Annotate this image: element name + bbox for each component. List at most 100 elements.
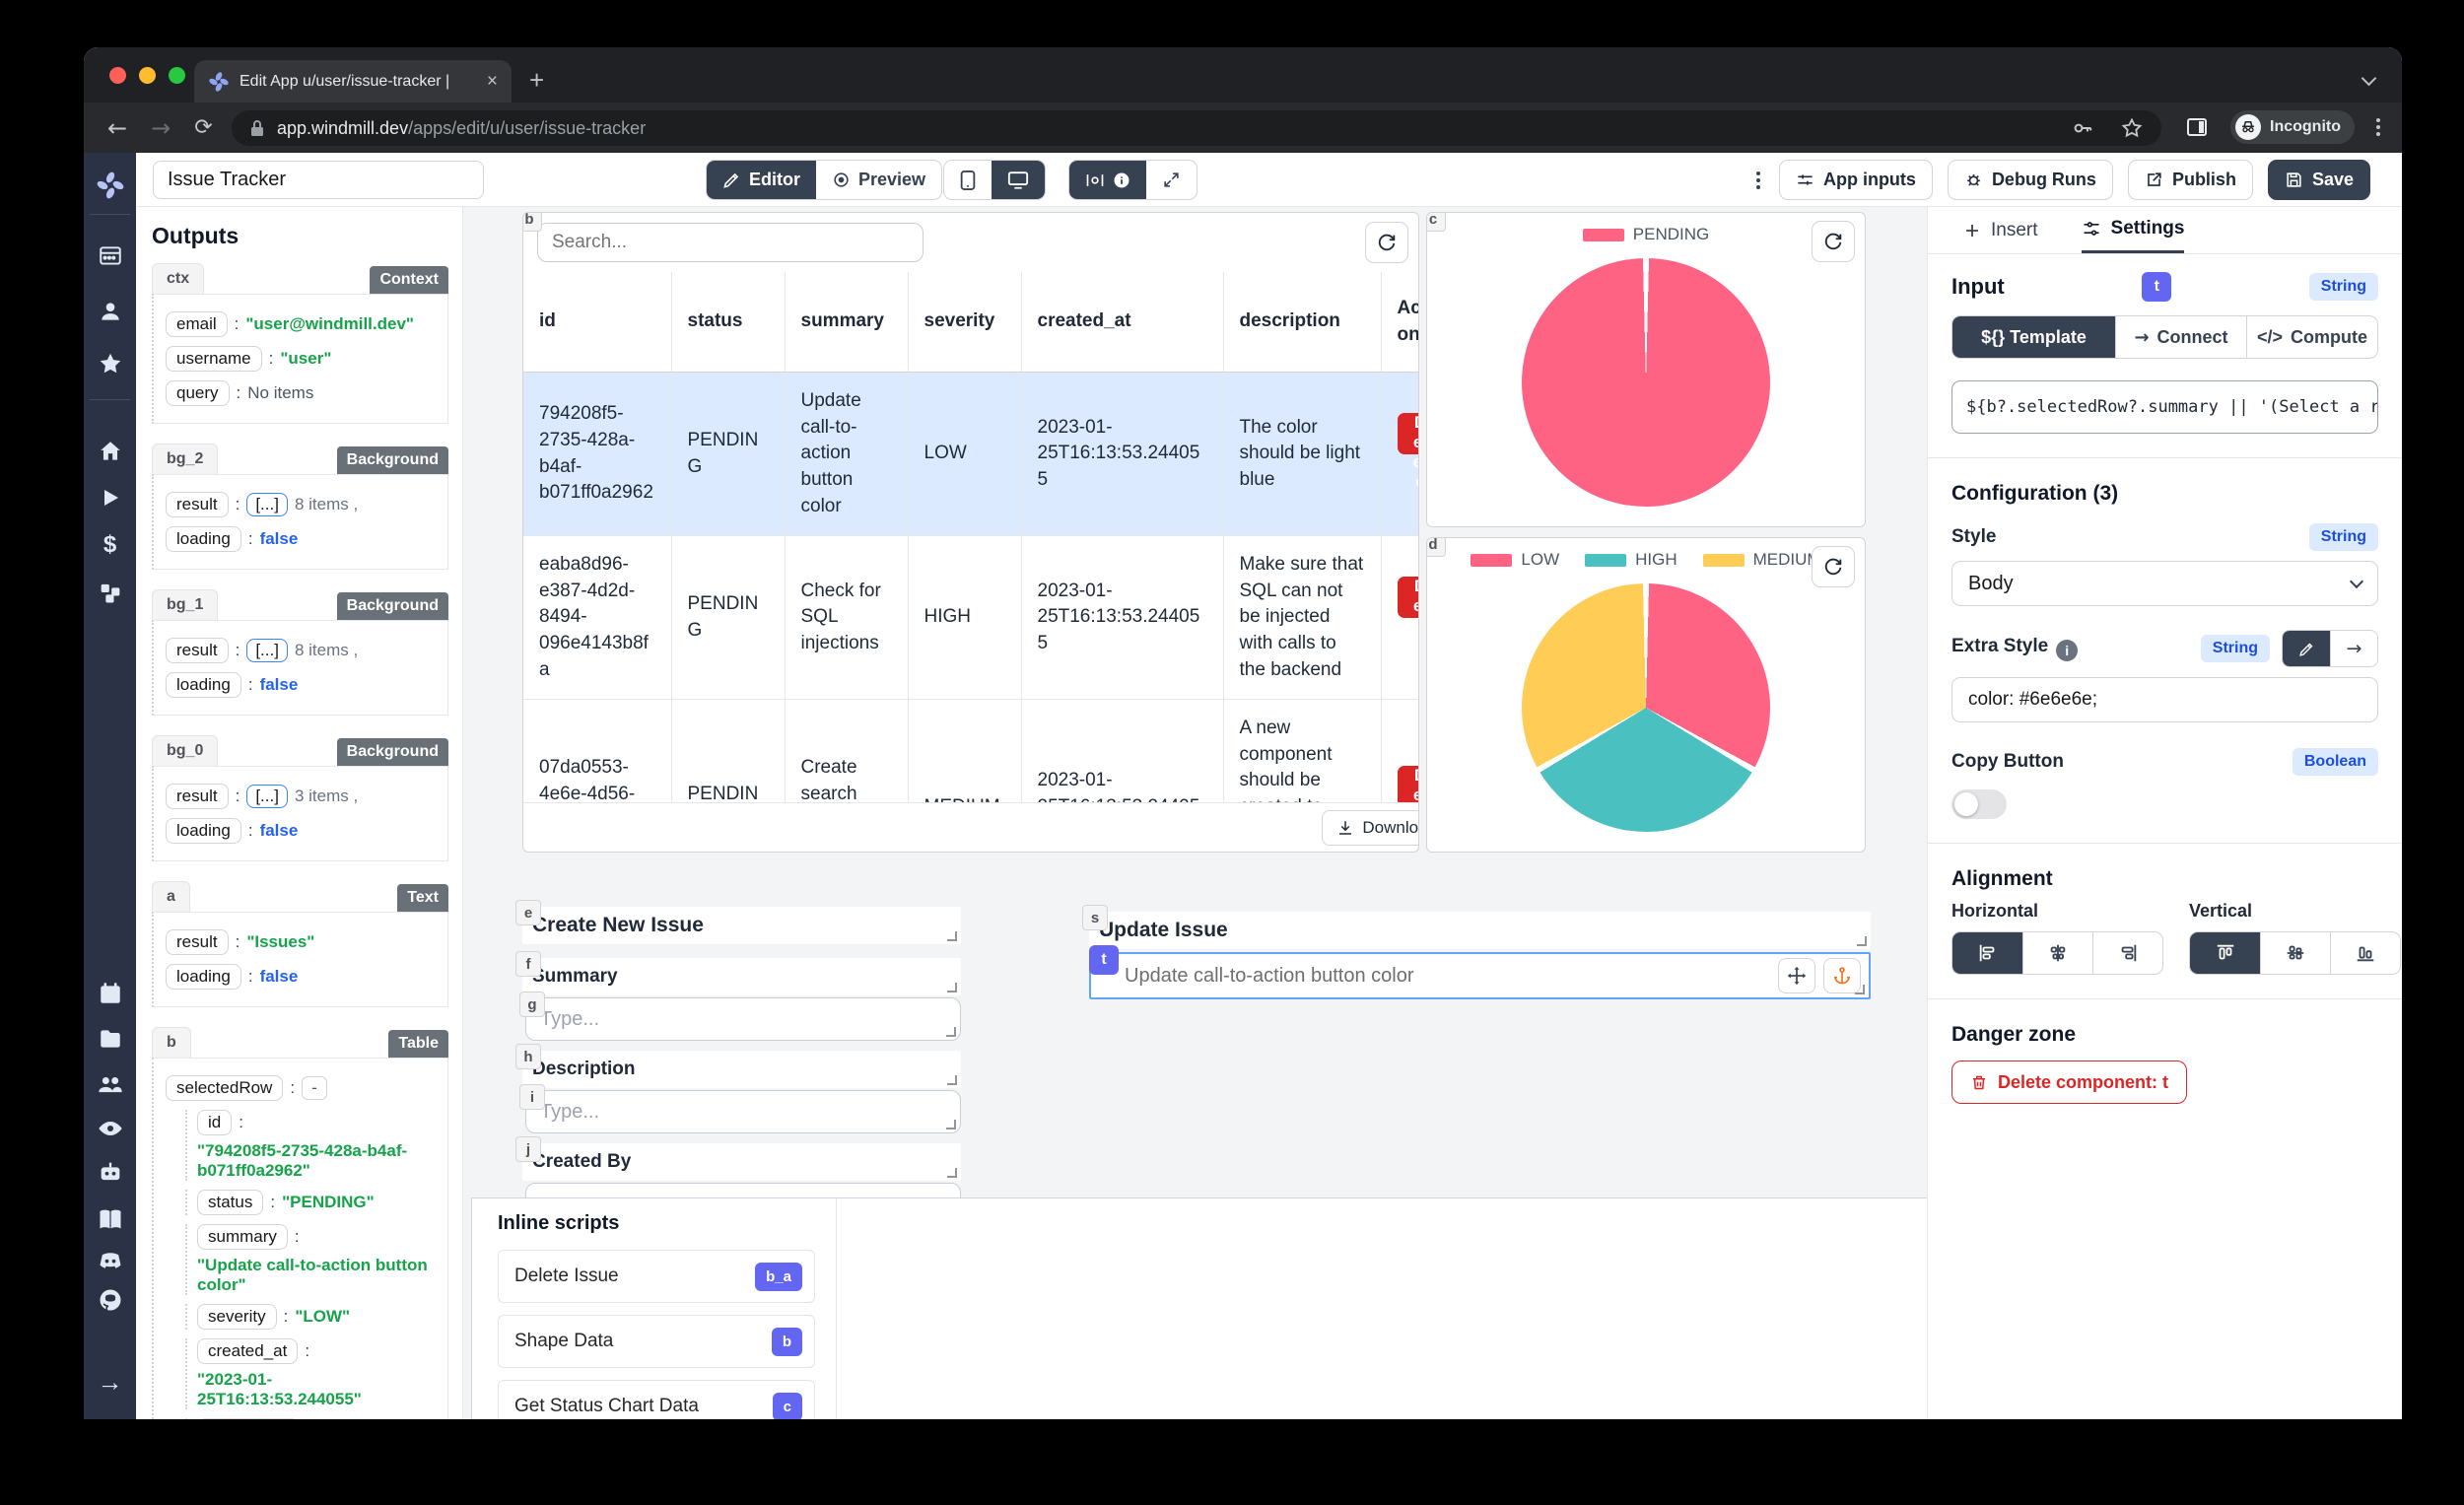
output-id-pill[interactable]: a — [152, 881, 190, 912]
resources-cubes-icon[interactable] — [97, 579, 124, 606]
update-issue-title-component[interactable]: s Update Issue — [1082, 905, 1871, 949]
legend-item[interactable]: PENDING — [1582, 225, 1709, 244]
output-key-pill[interactable]: status — [197, 1190, 264, 1215]
array-pill[interactable]: [...] — [246, 639, 288, 662]
browser-tab[interactable]: Edit App u/user/issue-tracker | × — [194, 60, 512, 103]
align-bottom-button[interactable] — [2330, 932, 2400, 974]
component-badge[interactable]: f — [515, 951, 541, 977]
column-header[interactable]: id — [523, 272, 672, 374]
favorites-star-icon[interactable] — [98, 351, 123, 376]
collapse-rail-arrow-icon[interactable]: → — [97, 1367, 123, 1397]
runs-play-icon[interactable] — [99, 486, 122, 510]
settings-tab[interactable]: Settings — [2081, 207, 2185, 253]
output-key-pill[interactable]: username — [166, 346, 262, 372]
app-inputs-button[interactable]: App inputs — [1778, 160, 1933, 200]
delete-row-button[interactable]: Delete — [1397, 412, 1418, 491]
inline-script-item[interactable]: Get Status Chart Data c — [498, 1380, 815, 1419]
editor-tab[interactable]: Editor — [707, 161, 816, 199]
column-header[interactable]: status — [671, 272, 786, 374]
style-select[interactable]: Body — [1951, 561, 2378, 606]
docs-book-icon[interactable] — [97, 1205, 124, 1233]
component-badge[interactable]: s — [1082, 905, 1108, 930]
chart-refresh-button[interactable] — [1812, 221, 1855, 262]
workers-robot-icon[interactable] — [97, 1158, 124, 1186]
align-center-vertical-button[interactable] — [2260, 932, 2330, 974]
discord-icon[interactable] — [97, 1247, 124, 1274]
output-key-pill[interactable]: query — [166, 380, 230, 406]
output-key-pill[interactable]: result — [166, 492, 229, 517]
component-outline-button[interactable] — [1069, 161, 1146, 199]
legend-item[interactable]: HIGH — [1585, 550, 1677, 570]
align-left-button[interactable] — [1952, 932, 2022, 974]
legend-item[interactable]: LOW — [1471, 550, 1559, 570]
download-button[interactable]: Download — [1322, 810, 1418, 846]
connect-mode-button[interactable]: → Connect — [2115, 316, 2246, 358]
description-label-component[interactable]: h Description — [515, 1044, 961, 1088]
groups-users-icon[interactable] — [97, 1070, 124, 1098]
more-options-icon[interactable] — [1755, 171, 1760, 189]
selected-component-badge[interactable]: t — [1089, 945, 1119, 975]
output-id-pill[interactable]: bg_2 — [152, 444, 219, 474]
array-pill[interactable]: [...] — [246, 493, 288, 516]
app-name-input[interactable] — [153, 161, 484, 199]
column-header[interactable]: summary — [785, 272, 909, 374]
output-id-pill[interactable]: ctx — [152, 263, 205, 294]
user-icon[interactable] — [98, 299, 123, 324]
output-key-pill[interactable]: result — [166, 929, 229, 955]
folders-icon[interactable] — [98, 1026, 123, 1052]
array-pill[interactable]: [...] — [246, 785, 288, 808]
home-icon[interactable] — [98, 439, 123, 464]
maximize-window-button[interactable] — [169, 67, 185, 84]
severity-pie-chart-component[interactable]: d LOW HIGH MEDIUM — [1426, 537, 1866, 853]
created-by-label-component[interactable]: j Created By — [515, 1136, 961, 1181]
debug-runs-button[interactable]: Debug Runs — [1947, 160, 2113, 200]
legend-item[interactable]: MEDIUM — [1702, 550, 1821, 570]
output-key-pill[interactable]: created_at — [197, 1338, 299, 1364]
insert-tab[interactable]: Insert — [1963, 207, 2038, 253]
move-handle-icon[interactable] — [1778, 958, 1815, 993]
table-search-input[interactable] — [537, 223, 924, 262]
output-key-pill[interactable]: email — [166, 311, 228, 337]
address-bar[interactable]: app.windmill.dev/apps/edit/u/user/issue-… — [232, 110, 2161, 146]
output-key-pill[interactable]: id — [197, 1110, 233, 1135]
output-id-pill[interactable]: bg_1 — [152, 589, 219, 620]
table-row[interactable]: eaba8d96-e387-4d2d-8494-096e4143b8fa PEND… — [523, 535, 1418, 701]
output-key-pill[interactable]: loading — [166, 672, 241, 698]
component-badge[interactable]: d — [1427, 538, 1446, 557]
windmill-logo-icon[interactable] — [96, 171, 125, 200]
preview-tab[interactable]: Preview — [816, 161, 941, 199]
align-right-button[interactable] — [2092, 932, 2162, 974]
bookmark-star-icon[interactable] — [2120, 116, 2144, 140]
output-id-pill[interactable]: b — [152, 1027, 191, 1058]
compute-mode-button[interactable]: </> Compute — [2246, 316, 2377, 358]
column-header[interactable]: severity — [908, 272, 1022, 374]
info-icon[interactable]: i — [2056, 640, 2079, 661]
window-controls[interactable] — [109, 67, 185, 84]
summary-label-component[interactable]: f Summary — [515, 951, 961, 995]
component-badge[interactable]: i — [519, 1084, 545, 1110]
output-key-pill[interactable]: result — [166, 784, 229, 809]
reload-icon[interactable]: ⟳ — [194, 115, 213, 140]
github-icon[interactable] — [97, 1286, 124, 1314]
component-badge[interactable]: e — [515, 900, 541, 925]
table-refresh-button[interactable] — [1365, 222, 1408, 263]
side-panel-icon[interactable] — [2185, 115, 2209, 139]
output-id-pill[interactable]: bg_0 — [152, 735, 219, 766]
extra-style-input[interactable]: color: #6e6e6e; — [1951, 677, 2378, 722]
copy-button-toggle[interactable] — [1951, 789, 2007, 819]
component-badge[interactable]: c — [1427, 213, 1446, 232]
mobile-view-button[interactable] — [944, 161, 992, 199]
component-badge[interactable]: g — [519, 992, 545, 1017]
save-button[interactable]: Save — [2267, 160, 2370, 200]
collapse-pill[interactable]: - — [302, 1076, 327, 1100]
output-key-pill[interactable]: loading — [166, 818, 241, 844]
output-key-pill[interactable]: description — [197, 1418, 301, 1419]
template-expression-input[interactable]: ${b?.selectedRow?.summary || '(Select a … — [1951, 380, 2378, 434]
anchor-icon[interactable] — [1823, 958, 1861, 993]
delete-row-button[interactable]: Delete — [1397, 576, 1418, 654]
delete-component-button[interactable]: Delete component: t — [1951, 1060, 2188, 1104]
component-badge[interactable]: h — [515, 1044, 541, 1069]
variables-dollar-icon[interactable]: $ — [103, 531, 117, 558]
forward-icon[interactable]: → — [151, 113, 171, 142]
status-pie-chart-component[interactable]: c PENDING — [1426, 212, 1866, 527]
